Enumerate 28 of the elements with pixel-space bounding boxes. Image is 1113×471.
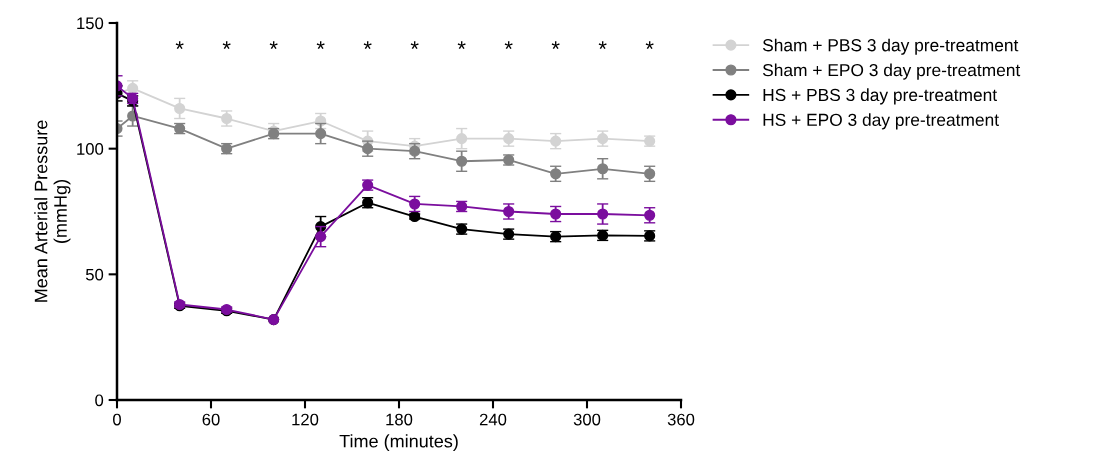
x-tick-label: 120 (292, 413, 319, 426)
annotation: * (316, 41, 325, 50)
legend-label: HS + PBS 3 day pre-treatment (763, 88, 997, 105)
legend-label: HS + EPO 3 day pre-treatment (763, 113, 999, 130)
x-tick-label: 60 (202, 413, 220, 426)
annotation: * (175, 41, 184, 50)
x-tick-label: 0 (113, 413, 121, 426)
annotation: * (504, 41, 513, 50)
y-tick-label: 150 (77, 17, 104, 30)
y-tick-label: 0 (95, 394, 104, 407)
annotation: * (222, 41, 231, 50)
x-tick-label: 300 (573, 413, 601, 426)
legend-label: Sham + EPO 3 day pre-treatment (762, 63, 1021, 80)
y-tick-label: 50 (85, 268, 104, 281)
annotation: * (457, 41, 466, 50)
y-tick-label: 100 (77, 143, 104, 155)
legend-label: Sham + PBS 3 day pre-treatment (762, 38, 1019, 55)
x-tick-label: 180 (386, 413, 413, 426)
annotation: * (551, 41, 560, 50)
annotation: * (598, 41, 607, 50)
annotation: * (269, 41, 278, 50)
x-tick-label: 240 (479, 413, 507, 426)
x-axis-title: Time (minutes) (339, 434, 458, 452)
y-axis-title: Mean Arterial Pressure (mmHg) (34, 120, 71, 302)
annotation: * (363, 41, 372, 50)
annotation: * (645, 41, 654, 50)
x-tick-label: 360 (667, 413, 695, 426)
annotation: * (410, 41, 419, 50)
